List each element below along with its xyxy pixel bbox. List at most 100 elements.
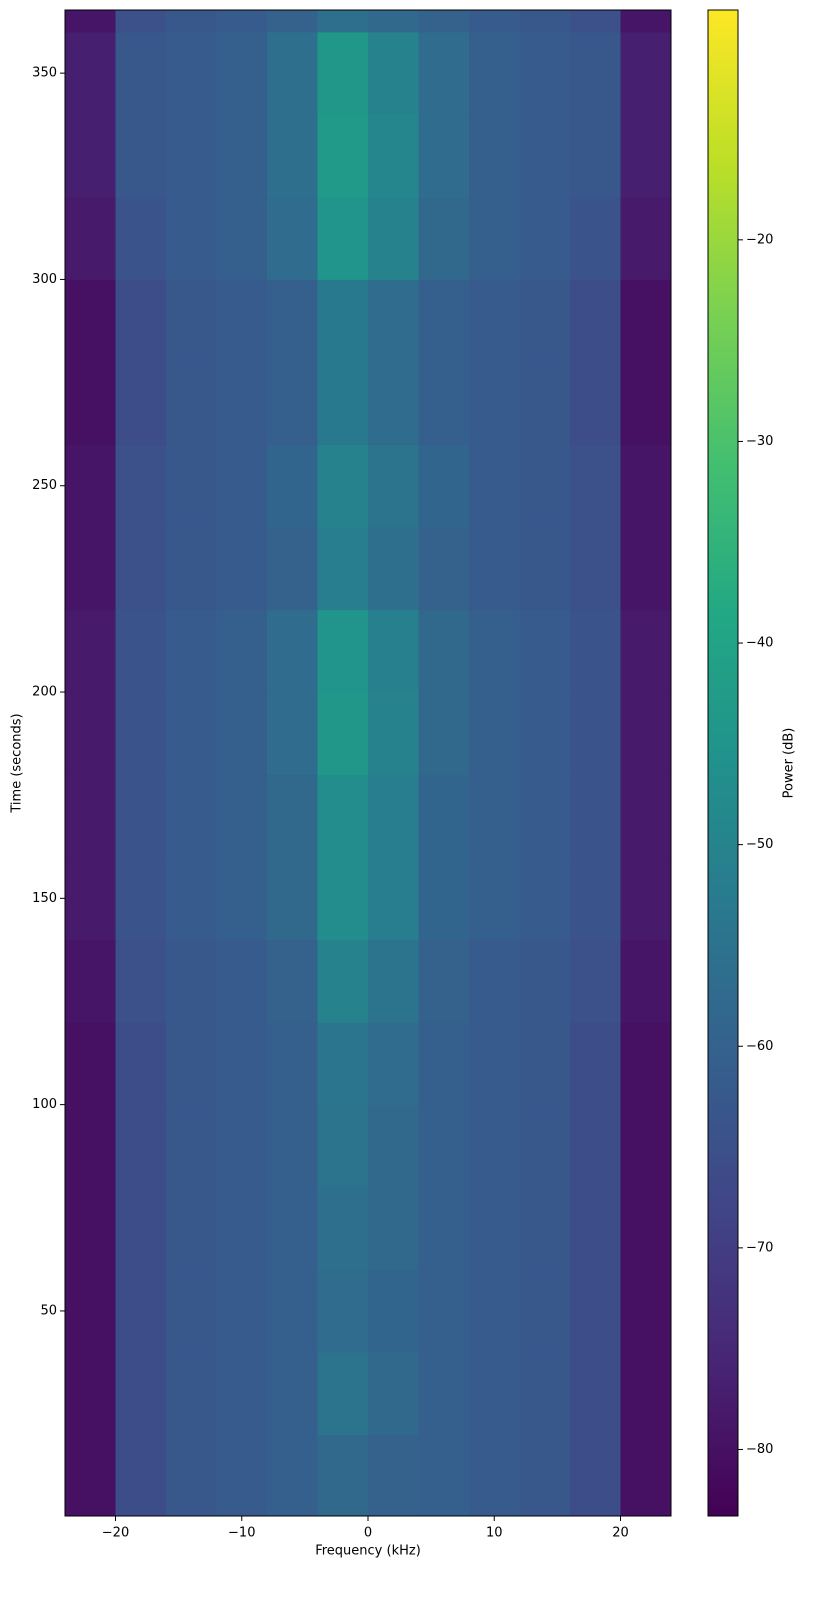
heatmap-cell (267, 1187, 318, 1271)
heatmap-cell (519, 1352, 571, 1436)
heatmap-cell (216, 609, 268, 693)
heatmap-cell (620, 1434, 672, 1517)
heatmap-cell (519, 609, 571, 693)
heatmap-cell (267, 114, 318, 198)
heatmap-cell (216, 1022, 268, 1106)
heatmap-cell (570, 774, 621, 858)
heatmap-cell (166, 1352, 217, 1436)
heatmap-cell (267, 279, 318, 363)
heatmap-cell (570, 114, 621, 198)
heatmap-cell (317, 774, 369, 858)
heatmap-cell (317, 526, 369, 611)
heatmap-cell (418, 114, 470, 198)
heatmap-cell (115, 444, 167, 528)
heatmap-cell (267, 692, 318, 776)
x-tick-label: 20 (612, 1526, 629, 1541)
heatmap-cell (166, 196, 217, 280)
y-tick-label: 100 (32, 1097, 57, 1112)
heatmap-cell (317, 10, 369, 33)
heatmap-cell (469, 1269, 520, 1353)
heatmap-cell (65, 692, 116, 776)
heatmap-cell (216, 939, 268, 1023)
heatmap-cell (216, 1104, 268, 1188)
heatmap-cell (519, 114, 571, 198)
heatmap-cell (166, 526, 217, 611)
heatmap-cell (65, 1434, 116, 1517)
heatmap-cell (368, 279, 419, 363)
heatmap-cell (317, 609, 369, 693)
heatmap-cell (620, 1352, 672, 1436)
heatmap-cell (570, 1022, 621, 1106)
heatmap-cell (469, 114, 520, 198)
heatmap-cell (469, 31, 520, 115)
heatmap-cell (317, 939, 369, 1023)
heatmap-cell (317, 361, 369, 445)
heatmap-cell (65, 10, 116, 33)
heatmap-cell (368, 1022, 419, 1106)
heatmap-cell (267, 1022, 318, 1106)
colorbar (707, 9, 739, 1517)
heatmap-cell (418, 1434, 470, 1517)
heatmap-cell (317, 196, 369, 280)
heatmap-cell (469, 1187, 520, 1271)
heatmap-cell (166, 279, 217, 363)
heatmap-cell (469, 196, 520, 280)
heatmap-cell (216, 114, 268, 198)
heatmap-cell (216, 857, 268, 941)
heatmap-cell (166, 692, 217, 776)
heatmap-cell (115, 279, 167, 363)
heatmap-cell (469, 1352, 520, 1436)
heatmap-cell (267, 526, 318, 611)
heatmap-cell (418, 444, 470, 528)
heatmap-cell (267, 1269, 318, 1353)
heatmap-cell (65, 196, 116, 280)
heatmap-cell (115, 1352, 167, 1436)
heatmap-cell (115, 114, 167, 198)
heatmap-cell (368, 1352, 419, 1436)
heatmap-cell (418, 279, 470, 363)
heatmap-cell (317, 31, 369, 115)
y-tick-label: 200 (32, 685, 57, 700)
heatmap-cell (570, 857, 621, 941)
heatmap-cell (317, 1104, 369, 1188)
heatmap-cell (65, 114, 116, 198)
heatmap-cell (267, 939, 318, 1023)
heatmap-cell (469, 10, 520, 33)
heatmap-cell (368, 196, 419, 280)
heatmap-cell (418, 857, 470, 941)
x-tick-label: 10 (486, 1526, 503, 1541)
heatmap-cell (216, 1187, 268, 1271)
heatmap-cell (519, 279, 571, 363)
heatmap-cell (368, 444, 419, 528)
heatmap-cell (620, 114, 672, 198)
heatmap-cell (115, 31, 167, 115)
heatmap-cell (620, 609, 672, 693)
heatmap-cell (519, 1187, 571, 1271)
heatmap-cell (469, 774, 520, 858)
heatmap-cell (267, 31, 318, 115)
y-tick-label: 50 (40, 1303, 57, 1318)
heatmap (65, 10, 672, 1517)
heatmap-cell (166, 31, 217, 115)
heatmap-cell (620, 774, 672, 858)
heatmap-cell (65, 609, 116, 693)
heatmap-cell (620, 857, 672, 941)
heatmap-cell (267, 1104, 318, 1188)
colorbar-tick-label: −40 (746, 636, 773, 651)
heatmap-cell (115, 1269, 167, 1353)
heatmap-cell (469, 279, 520, 363)
heatmap-cell (418, 1352, 470, 1436)
heatmap-cell (620, 31, 672, 115)
heatmap-cell (267, 196, 318, 280)
heatmap-cell (620, 444, 672, 528)
heatmap-cell (267, 10, 318, 33)
heatmap-cell (469, 939, 520, 1023)
heatmap-cell (620, 692, 672, 776)
heatmap-cell (317, 1187, 369, 1271)
heatmap-cell (115, 1104, 167, 1188)
heatmap-cell (620, 361, 672, 445)
heatmap-cell (418, 196, 470, 280)
heatmap-cell (620, 1187, 672, 1271)
heatmap-cell (65, 526, 116, 611)
